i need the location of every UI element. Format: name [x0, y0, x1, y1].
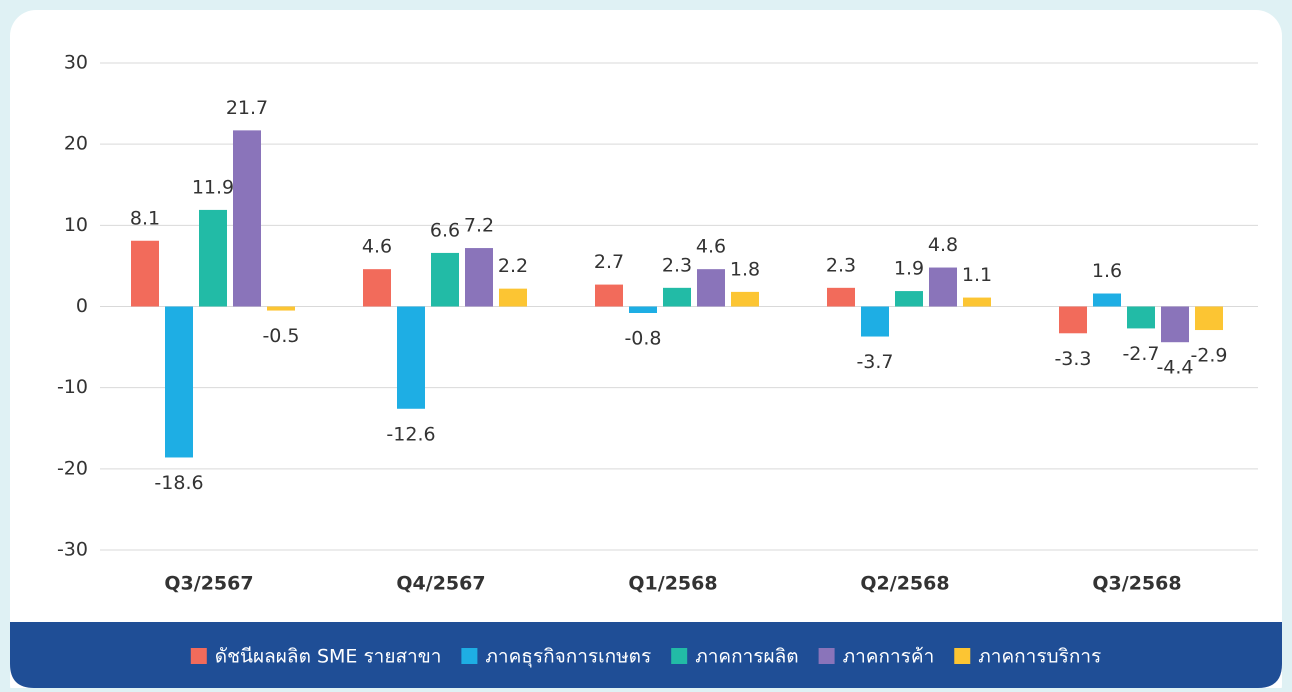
legend-label: ดัชนีผลผลิต SME รายสาขา — [215, 646, 442, 668]
legend-swatch — [190, 648, 207, 664]
bar — [827, 287, 855, 307]
legend-label: ภาคธุรกิจการเกษตร — [485, 646, 651, 669]
y-tick-label: -20 — [57, 457, 88, 479]
x-tick-label: Q3/2567 — [164, 573, 253, 595]
x-tick-label: Q4/2567 — [396, 573, 485, 595]
data-label: 7.2 — [464, 215, 494, 237]
y-tick-label: -30 — [57, 539, 88, 561]
bar — [1093, 293, 1121, 307]
bar — [233, 130, 261, 307]
bar — [963, 297, 991, 307]
legend-label: ภาคการผลิต — [695, 646, 798, 668]
legend-label: ภาคการค้า — [843, 646, 935, 668]
legend-swatch — [818, 648, 835, 664]
legend-label: ภาคการบริการ — [978, 646, 1101, 668]
bar — [431, 252, 459, 307]
data-label: 4.6 — [696, 236, 726, 258]
data-label: 6.6 — [430, 219, 460, 241]
bar — [929, 267, 957, 307]
bar — [397, 306, 425, 409]
data-label: -12.6 — [386, 423, 435, 445]
data-label: 11.9 — [192, 176, 234, 198]
data-label: 8.1 — [130, 207, 160, 229]
legend-swatch — [461, 648, 478, 664]
data-label: -2.7 — [1122, 343, 1159, 365]
y-tick-label: -10 — [57, 376, 88, 398]
data-label: 4.8 — [928, 234, 958, 256]
data-label: 1.9 — [894, 258, 924, 280]
data-label: 4.6 — [362, 236, 392, 258]
bar — [199, 209, 227, 307]
y-tick-label: 0 — [76, 295, 88, 317]
y-tick-label: 30 — [64, 52, 88, 74]
bar — [895, 291, 923, 307]
data-label: 21.7 — [226, 97, 268, 119]
bar — [731, 291, 759, 307]
bar — [363, 269, 391, 307]
data-label: -0.5 — [262, 325, 299, 347]
data-label: -3.7 — [856, 351, 893, 373]
data-label: -0.8 — [624, 327, 661, 349]
data-label: 2.3 — [826, 254, 856, 276]
bar — [499, 288, 527, 307]
bar — [1127, 306, 1155, 329]
x-tick-label: Q1/2568 — [628, 573, 717, 595]
data-label: 2.7 — [594, 251, 624, 273]
data-label: -2.9 — [1190, 345, 1227, 367]
data-label: 1.1 — [962, 264, 992, 286]
bar — [595, 284, 623, 307]
data-label: -4.4 — [1156, 357, 1193, 379]
data-label: 1.6 — [1092, 260, 1122, 282]
data-label: -18.6 — [154, 472, 203, 494]
x-tick-label: Q3/2568 — [1092, 573, 1181, 595]
bar — [861, 306, 889, 337]
bar — [697, 269, 725, 307]
bar — [1059, 306, 1087, 334]
y-tick-label: 20 — [64, 133, 88, 155]
legend-swatch — [671, 648, 688, 664]
bar — [165, 306, 193, 458]
data-label: -3.3 — [1054, 348, 1091, 370]
bar — [663, 287, 691, 307]
bar — [267, 306, 295, 311]
legend-band — [10, 622, 1282, 688]
y-tick-label: 10 — [64, 214, 88, 236]
data-label: 2.3 — [662, 254, 692, 276]
bar — [465, 248, 493, 307]
bar — [1195, 306, 1223, 331]
bar — [131, 240, 159, 307]
x-tick-label: Q2/2568 — [860, 573, 949, 595]
data-label: 2.2 — [498, 255, 528, 277]
card — [10, 10, 1282, 692]
bar — [629, 306, 657, 313]
bar — [1161, 306, 1189, 343]
data-label: 1.8 — [730, 258, 760, 280]
legend-swatch — [954, 648, 971, 664]
